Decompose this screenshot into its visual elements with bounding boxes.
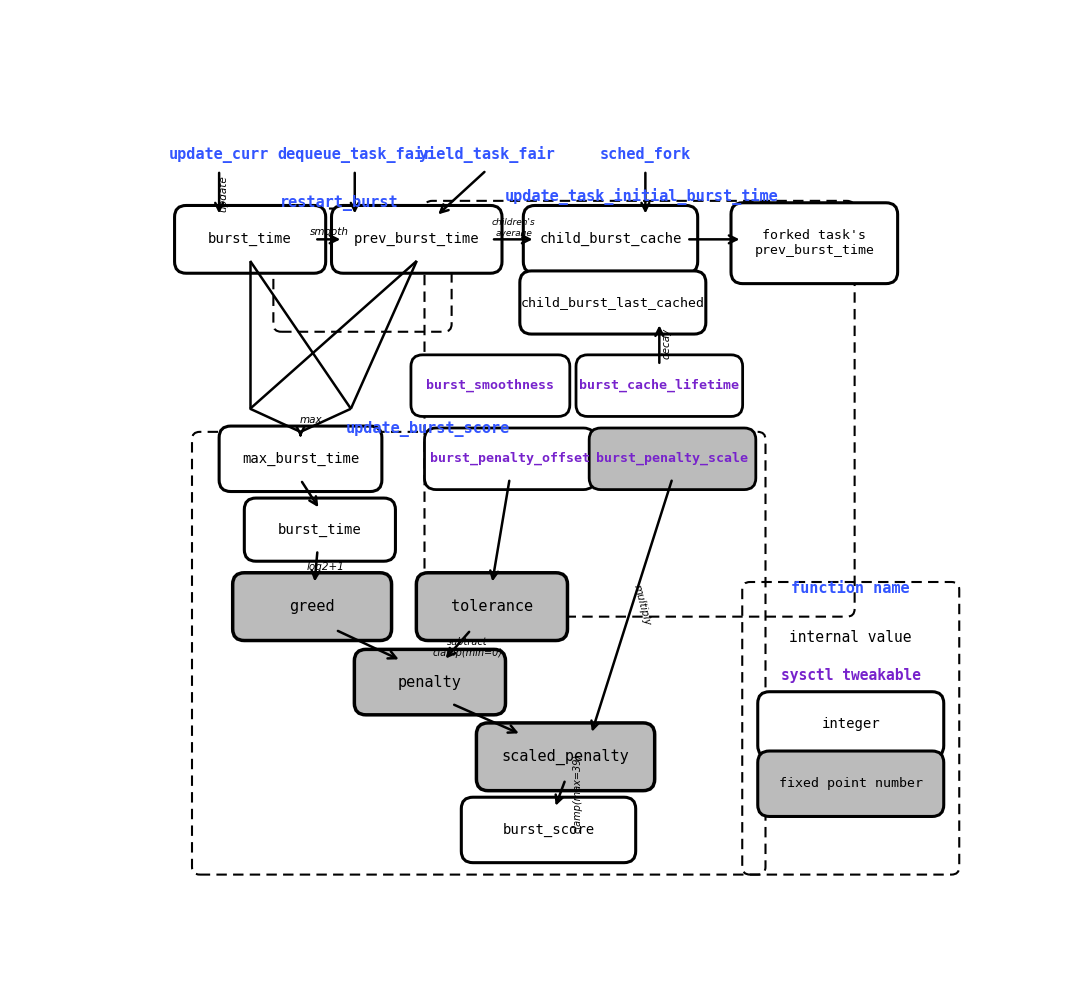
FancyBboxPatch shape xyxy=(232,573,392,641)
Text: prev_burst_time: prev_burst_time xyxy=(353,232,480,246)
FancyBboxPatch shape xyxy=(758,692,944,757)
FancyBboxPatch shape xyxy=(220,426,382,492)
Text: max_burst_time: max_burst_time xyxy=(242,452,359,466)
Text: decay: decay xyxy=(661,328,672,359)
FancyBboxPatch shape xyxy=(332,205,502,273)
Text: integer: integer xyxy=(821,717,880,731)
Text: burst_penalty_offset: burst_penalty_offset xyxy=(429,452,590,465)
Text: update: update xyxy=(218,175,229,212)
Text: children's
average: children's average xyxy=(492,218,536,238)
FancyBboxPatch shape xyxy=(589,428,756,490)
Text: multiply: multiply xyxy=(631,583,652,627)
FancyBboxPatch shape xyxy=(758,751,944,816)
Text: tolerance: tolerance xyxy=(451,599,533,614)
Text: subtract
clamp(min=0): subtract clamp(min=0) xyxy=(432,637,502,658)
Text: internal value: internal value xyxy=(789,630,912,645)
FancyBboxPatch shape xyxy=(524,205,697,273)
Text: fixed point number: fixed point number xyxy=(779,777,923,790)
FancyBboxPatch shape xyxy=(244,498,395,561)
Text: dequeue_task_fair: dequeue_task_fair xyxy=(277,146,433,163)
FancyBboxPatch shape xyxy=(424,428,595,490)
Text: update_task_initial_burst_time: update_task_initial_burst_time xyxy=(504,188,779,205)
Text: smooth: smooth xyxy=(310,227,349,237)
Text: penalty: penalty xyxy=(398,675,462,690)
Text: burst_penalty_scale: burst_penalty_scale xyxy=(597,452,749,465)
Text: burst_smoothness: burst_smoothness xyxy=(426,379,555,392)
Text: forked task's
prev_burst_time: forked task's prev_burst_time xyxy=(754,229,874,257)
FancyBboxPatch shape xyxy=(731,203,897,284)
Text: yield_task_fair: yield_task_fair xyxy=(418,146,555,163)
FancyBboxPatch shape xyxy=(519,271,706,334)
Text: burst_time: burst_time xyxy=(278,523,362,537)
FancyBboxPatch shape xyxy=(175,205,326,273)
Text: clamp(max=39): clamp(max=39) xyxy=(573,754,583,833)
Text: child_burst_cache: child_burst_cache xyxy=(540,232,681,246)
FancyBboxPatch shape xyxy=(355,649,506,715)
Text: update_burst_score: update_burst_score xyxy=(346,421,511,437)
FancyBboxPatch shape xyxy=(462,797,636,863)
Text: function name: function name xyxy=(791,581,910,596)
FancyBboxPatch shape xyxy=(417,573,568,641)
Text: child_burst_last_cached: child_burst_last_cached xyxy=(521,296,705,309)
Text: sysctl tweakable: sysctl tweakable xyxy=(781,668,921,683)
Text: sched_fork: sched_fork xyxy=(600,147,691,163)
FancyBboxPatch shape xyxy=(477,723,654,791)
Text: max: max xyxy=(299,415,322,425)
Text: burst_score: burst_score xyxy=(502,823,594,837)
Text: burst_cache_lifetime: burst_cache_lifetime xyxy=(579,379,739,392)
Text: greed: greed xyxy=(289,599,335,614)
Text: update_curr: update_curr xyxy=(169,147,269,163)
Text: restart_burst: restart_burst xyxy=(280,195,398,211)
FancyBboxPatch shape xyxy=(411,355,570,416)
Text: log2+1: log2+1 xyxy=(307,562,345,572)
Text: burst_time: burst_time xyxy=(208,232,292,246)
Text: scaled_penalty: scaled_penalty xyxy=(501,749,630,765)
FancyBboxPatch shape xyxy=(576,355,742,416)
